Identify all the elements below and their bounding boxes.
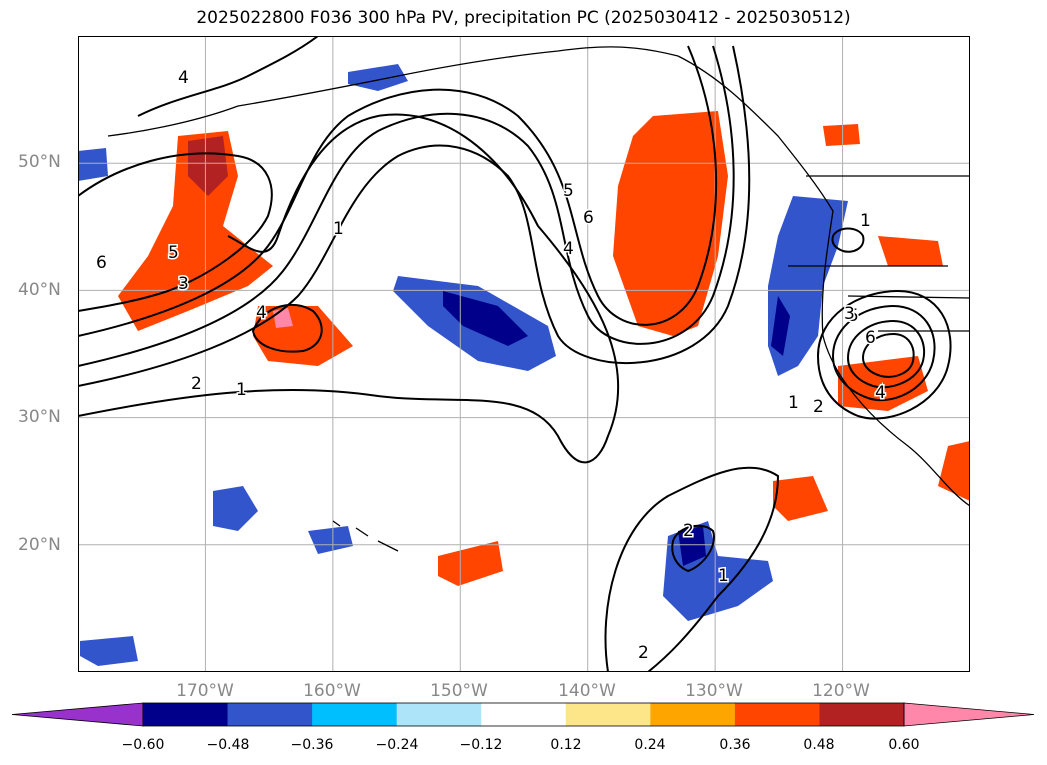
colorbar-label: −0.60 [121,737,165,753]
colorbar-swatch [565,703,651,726]
lat-tick-30n: 30°N [18,407,61,427]
colorbar-swatch [227,703,313,726]
colorbar-swatch [734,703,820,726]
colorbar-outline [142,702,905,727]
coast-border-states [788,265,970,332]
contour-label: 5 [563,181,574,201]
colorbar-label: 0.60 [888,737,920,753]
precip-orange-south [438,541,503,586]
contour-label: 1 [236,380,247,400]
colorbar-extend-high [903,702,1035,727]
colorbar-label: 0.36 [719,737,751,753]
precip-darkblue-subtropical [678,526,706,566]
lat-tick-50n: 50°N [18,152,61,172]
pv-contours [78,36,952,672]
pv-contour-jet-3 [78,45,751,387]
contour-label: 2 [638,643,649,663]
lon-tick-130w: 130°W [685,681,743,701]
pv-contour-low-4 [861,332,915,378]
precip-orange-northwest [118,131,273,331]
pv-contour-subtropical-inner [671,524,715,573]
precip-orange-socal [838,356,928,411]
contour-label: 2 [813,397,824,417]
colorbar-label: 0.24 [634,737,666,753]
lat-tick-40n: 40°N [18,280,61,300]
colorbar-label: −0.36 [290,737,334,753]
contour-label: 6 [865,328,876,348]
pv-contour-low-1 [816,289,952,420]
colorbar-swatch [396,703,482,726]
contour-label: 5 [168,243,179,263]
precip-blue-hawaii2 [308,526,353,554]
colorbar [11,702,1035,727]
coastlines [107,46,970,552]
pv-contour-subtropical [604,466,780,672]
chart-title: 2025022800 F036 300 hPa PV, precipitatio… [196,8,851,28]
contour-label: 6 [96,253,107,273]
pv-contour-jet-2 [78,45,735,367]
contour-label: 1 [788,393,799,413]
contour-label: 1 [718,566,729,586]
pv-contour-west-cut [251,303,323,353]
precip-orange-canada [823,124,860,146]
contour-label: 4 [563,239,574,259]
precip-darkblue-gulf [771,296,790,356]
contour-label: 2 [191,374,202,394]
pv-contour-jet-1 [78,45,718,337]
precip-red-northwest [188,136,228,196]
lon-tick-160w: 160°W [303,681,361,701]
coast-hawaii [332,520,399,552]
lat-tick-20n: 20°N [18,535,61,555]
precip-orange-inland [878,236,943,266]
colorbar-label: 0.12 [550,737,582,753]
precip-blue-west [78,148,108,181]
contour-label: 1 [333,219,344,239]
colorbar-label: −0.24 [375,737,419,753]
colorbar-label: −0.12 [459,737,503,753]
lon-tick-120w: 120°W [812,681,870,701]
colorbar-swatch [819,703,905,726]
precip-positive-shading [118,111,970,586]
precip-blue-southwest [80,636,138,666]
contour-label: 1 [860,211,871,231]
contour-label: 5 [848,306,859,326]
lon-tick-170w: 170°W [176,681,234,701]
pv-contour-inland-low [831,227,865,253]
pv-contour-northwest-top [137,36,319,117]
contour-label: 4 [875,383,886,403]
colorbar-swatch [481,703,567,726]
precip-orange-baja [938,441,970,501]
lon-tick-150w: 150°W [430,681,488,701]
precip-darkblue-central [443,291,528,346]
precip-blue-hawaii [213,486,258,531]
coast-north-america [677,55,970,507]
coast-alaska [107,46,679,137]
pv-contour-northwest-2 [78,152,273,312]
contour-label: 3 [844,304,855,324]
colorbar-extend-low [11,702,144,727]
precip-orange-west [253,306,353,366]
colorbar-swatch [650,703,736,726]
contour-label: 3 [178,274,189,294]
colorbar-swatch [143,703,229,726]
contour-label: 4 [178,68,189,88]
colorbar-label: −0.48 [206,737,250,753]
contour-label: 6 [583,208,594,228]
contour-label: 2 [683,521,694,541]
precip-negative-shading [78,64,848,666]
contour-label: 4 [256,303,267,323]
pv-contour-low-2 [831,304,936,402]
colorbar-label: 0.48 [803,737,835,753]
precip-blue-north [348,64,408,91]
pv-contour-low-3 [846,319,926,389]
lon-tick-140w: 140°W [558,681,616,701]
precip-orange-subtropical-east [773,476,828,521]
colorbar-swatch [312,703,398,726]
graticule [78,36,970,672]
map-border [78,36,970,672]
